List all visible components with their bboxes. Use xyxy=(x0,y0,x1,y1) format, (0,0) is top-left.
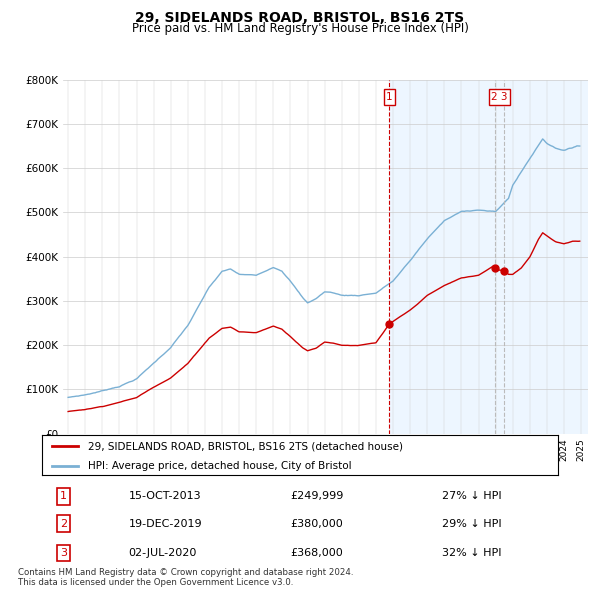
Text: 3: 3 xyxy=(60,548,67,558)
Text: 2: 2 xyxy=(60,519,67,529)
Text: 32% ↓ HPI: 32% ↓ HPI xyxy=(442,548,501,558)
Text: £249,999: £249,999 xyxy=(290,491,344,501)
Text: Price paid vs. HM Land Registry's House Price Index (HPI): Price paid vs. HM Land Registry's House … xyxy=(131,22,469,35)
Text: 27% ↓ HPI: 27% ↓ HPI xyxy=(442,491,501,501)
Text: 29, SIDELANDS ROAD, BRISTOL, BS16 2TS: 29, SIDELANDS ROAD, BRISTOL, BS16 2TS xyxy=(136,11,464,25)
Bar xyxy=(389,80,590,434)
Text: 02-JUL-2020: 02-JUL-2020 xyxy=(128,548,197,558)
Text: 15-OCT-2013: 15-OCT-2013 xyxy=(128,491,201,501)
Text: Contains HM Land Registry data © Crown copyright and database right 2024.
This d: Contains HM Land Registry data © Crown c… xyxy=(18,568,353,587)
Text: 1: 1 xyxy=(60,491,67,501)
Text: 29, SIDELANDS ROAD, BRISTOL, BS16 2TS (detached house): 29, SIDELANDS ROAD, BRISTOL, BS16 2TS (d… xyxy=(88,441,403,451)
Text: HPI: Average price, detached house, City of Bristol: HPI: Average price, detached house, City… xyxy=(88,461,352,471)
Text: 1: 1 xyxy=(386,92,393,102)
Text: 29% ↓ HPI: 29% ↓ HPI xyxy=(442,519,501,529)
Text: £368,000: £368,000 xyxy=(290,548,343,558)
Text: 2 3: 2 3 xyxy=(491,92,508,102)
Text: £380,000: £380,000 xyxy=(290,519,343,529)
Text: 19-DEC-2019: 19-DEC-2019 xyxy=(128,519,202,529)
